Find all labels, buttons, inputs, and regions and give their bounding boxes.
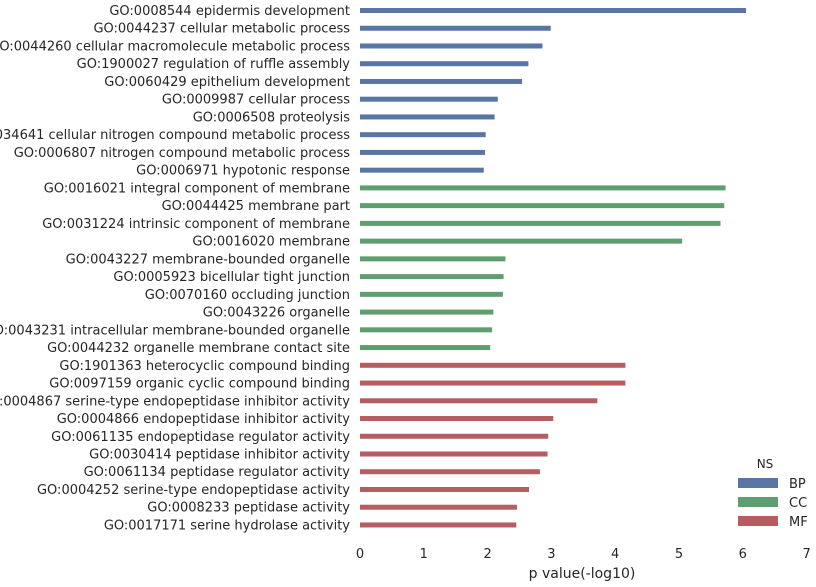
category-label: GO:0044237 cellular metabolic process (93, 22, 350, 37)
category-label: GO:0016020 membrane (192, 235, 350, 250)
bar-cc (360, 203, 725, 209)
category-label: GO:1901363 heterocyclic compound binding (59, 359, 350, 374)
bar-bp (360, 61, 529, 67)
category-label: GO:0044232 organelle membrane contact si… (47, 341, 350, 356)
category-label: GO:0004867 serine-type endopeptidase inh… (0, 394, 350, 409)
category-label: GO:0043231 intracellular membrane-bounde… (0, 323, 350, 338)
category-label: GO:0060429 epithelium development (104, 75, 350, 90)
bar-bp (360, 149, 486, 155)
legend-label-mf: MF (789, 515, 808, 530)
x-tick-label: 2 (483, 547, 491, 562)
bar-mf (360, 433, 549, 439)
category-label: GO:0061134 peptidase regulator activity (84, 465, 351, 480)
bar-mf (360, 469, 540, 475)
bar-bp (360, 167, 484, 173)
category-label: GO:1900027 regulation of ruffle assembly (77, 57, 351, 72)
bar-mf (360, 380, 626, 386)
bar-cc (360, 274, 504, 280)
category-label: GO:0030414 peptidase inhibitor activity (89, 448, 350, 463)
legend-title: NS (757, 457, 774, 471)
bar-mf (360, 451, 548, 457)
bar-bp (360, 114, 495, 120)
category-label: GO:0006508 proteolysis (193, 110, 350, 125)
legend-label-bp: BP (789, 477, 806, 492)
bar-cc (360, 256, 506, 262)
bar-bp (360, 78, 523, 84)
bar-cc (360, 238, 683, 244)
x-tick-label: 0 (356, 547, 364, 562)
x-tick-label: 6 (739, 547, 747, 562)
category-label: GO:0031224 intrinsic component of membra… (42, 217, 350, 232)
x-tick-label: 3 (547, 547, 555, 562)
category-label: GO:0044260 cellular macromolecule metabo… (0, 39, 350, 54)
category-label: GO:0006971 hypotonic response (136, 164, 350, 179)
category-label: GO:0044425 membrane part (162, 199, 350, 214)
category-label: GO:0043227 membrane-bounded organelle (66, 252, 350, 267)
bar-bp (360, 96, 498, 102)
category-label: GO:0004866 endopeptidase inhibitor activ… (57, 412, 351, 427)
x-axis-title: p value(-log10) (529, 566, 636, 582)
bar-cc (360, 291, 503, 297)
legend-swatch-cc (738, 497, 778, 507)
category-label: GO:0009987 cellular process (162, 93, 350, 108)
category-label: GO:0070160 occluding junction (145, 288, 350, 303)
category-label: GO:0005923 bicellular tight junction (113, 270, 350, 285)
bar-mf (360, 504, 517, 510)
category-label: GO:0097159 organic cyclic compound bindi… (49, 377, 350, 392)
x-tick-label: 7 (802, 547, 810, 562)
bar-mf (360, 522, 517, 528)
legend: NS BP CC MF (738, 457, 808, 530)
bar-mf (360, 362, 626, 368)
bar-cc (360, 327, 493, 333)
bar-bp (360, 8, 746, 13)
x-axis-ticks: 0 1 2 3 4 5 6 7 (356, 547, 811, 562)
category-label: GO:0017171 serine hydrolase activity (104, 518, 350, 533)
x-tick-label: 1 (420, 547, 428, 562)
bar-cc (360, 185, 726, 191)
bar-mf (360, 398, 598, 404)
category-label: GO:0043226 organelle (203, 306, 350, 321)
bar-cc (360, 345, 491, 351)
category-label: GO:0034641 cellular nitrogen compound me… (0, 128, 350, 143)
bar-bp (360, 132, 486, 138)
bars-group (360, 8, 746, 528)
x-tick-label: 5 (675, 547, 683, 562)
bar-cc (360, 309, 494, 315)
category-label: GO:0008544 epidermis development (109, 4, 350, 19)
category-label: GO:0004252 serine-type endopeptidase act… (37, 483, 350, 498)
category-label: GO:0016021 integral component of membran… (44, 181, 350, 196)
category-labels: GO:0008544 epidermis development GO:00442… (0, 4, 350, 533)
bar-bp (360, 25, 551, 31)
category-label: GO:0006807 nitrogen compound metabolic p… (14, 146, 351, 161)
category-label: GO:0061135 endopeptidase regulator activ… (51, 430, 350, 445)
bar-mf (360, 486, 530, 492)
bar-cc (360, 220, 721, 226)
legend-swatch-mf (738, 516, 778, 526)
category-label: GO:0008233 peptidase activity (147, 501, 350, 516)
bar-mf (360, 416, 554, 422)
x-tick-label: 4 (611, 547, 619, 562)
legend-label-cc: CC (789, 496, 807, 511)
bar-bp (360, 43, 543, 49)
legend-swatch-bp (738, 478, 778, 488)
